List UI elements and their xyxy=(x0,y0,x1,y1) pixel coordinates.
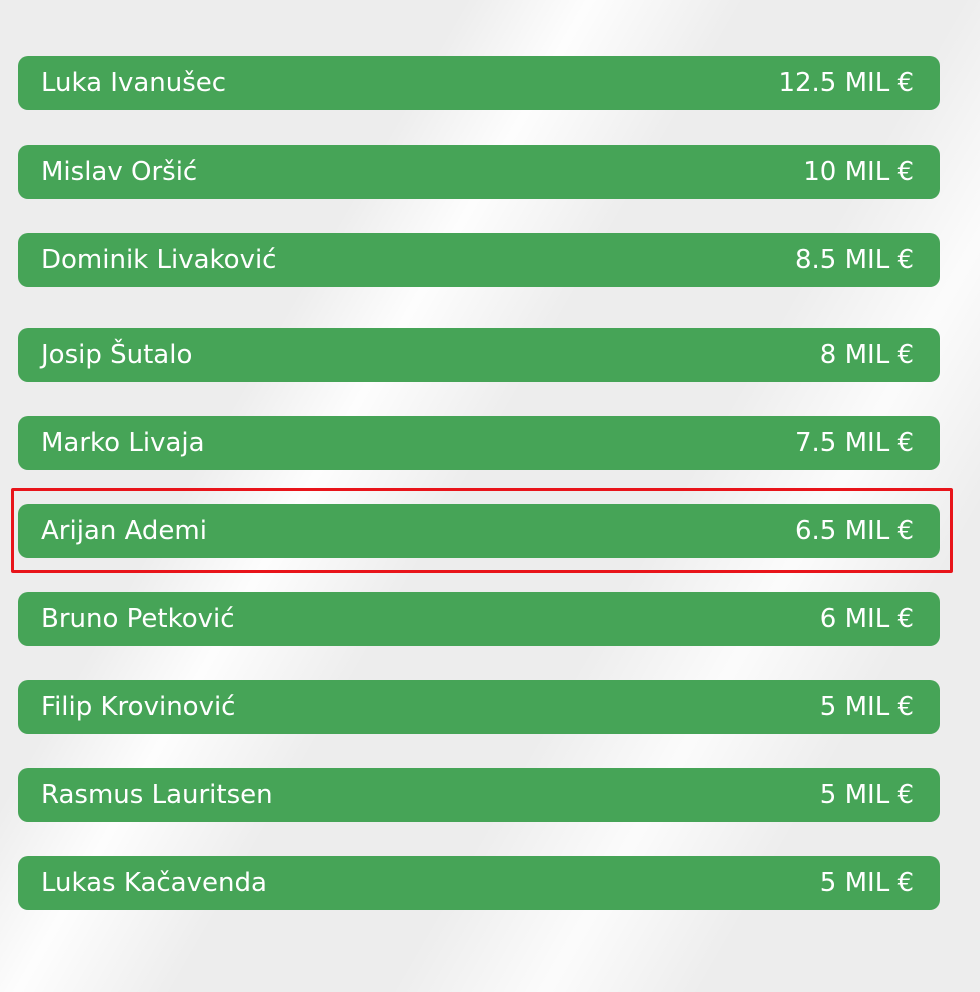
player-row: Luka Ivanušec 12.5 MIL € xyxy=(18,56,940,110)
player-row: Marko Livaja 7.5 MIL € xyxy=(18,416,940,470)
player-row: Dominik Livaković 8.5 MIL € xyxy=(18,233,940,287)
player-row: Filip Krovinović 5 MIL € xyxy=(18,680,940,734)
player-name: Marko Livaja xyxy=(41,428,205,458)
player-row: Josip Šutalo 8 MIL € xyxy=(18,328,940,382)
player-name: Lukas Kačavenda xyxy=(41,868,267,898)
player-name: Rasmus Lauritsen xyxy=(41,780,273,810)
player-value: 8 MIL € xyxy=(819,340,914,370)
player-row: Arijan Ademi 6.5 MIL € xyxy=(18,504,940,558)
player-value: 8.5 MIL € xyxy=(794,245,914,275)
player-row: Lukas Kačavenda 5 MIL € xyxy=(18,856,940,910)
player-row: Mislav Oršić 10 MIL € xyxy=(18,145,940,199)
player-value: 6 MIL € xyxy=(819,604,914,634)
player-value: 7.5 MIL € xyxy=(794,428,914,458)
player-name: Dominik Livaković xyxy=(41,245,277,275)
player-value: 6.5 MIL € xyxy=(794,516,914,546)
player-name: Josip Šutalo xyxy=(41,340,193,370)
player-value: 12.5 MIL € xyxy=(778,68,914,98)
player-name: Arijan Ademi xyxy=(41,516,207,546)
player-value: 5 MIL € xyxy=(819,868,914,898)
player-name: Mislav Oršić xyxy=(41,157,198,187)
player-value: 5 MIL € xyxy=(819,692,914,722)
player-name: Luka Ivanušec xyxy=(41,68,227,98)
highlight-box xyxy=(11,488,953,573)
player-row: Bruno Petković 6 MIL € xyxy=(18,592,940,646)
player-name: Bruno Petković xyxy=(41,604,235,634)
player-name: Filip Krovinović xyxy=(41,692,236,722)
player-row: Rasmus Lauritsen 5 MIL € xyxy=(18,768,940,822)
player-value: 5 MIL € xyxy=(819,780,914,810)
player-value: 10 MIL € xyxy=(803,157,914,187)
